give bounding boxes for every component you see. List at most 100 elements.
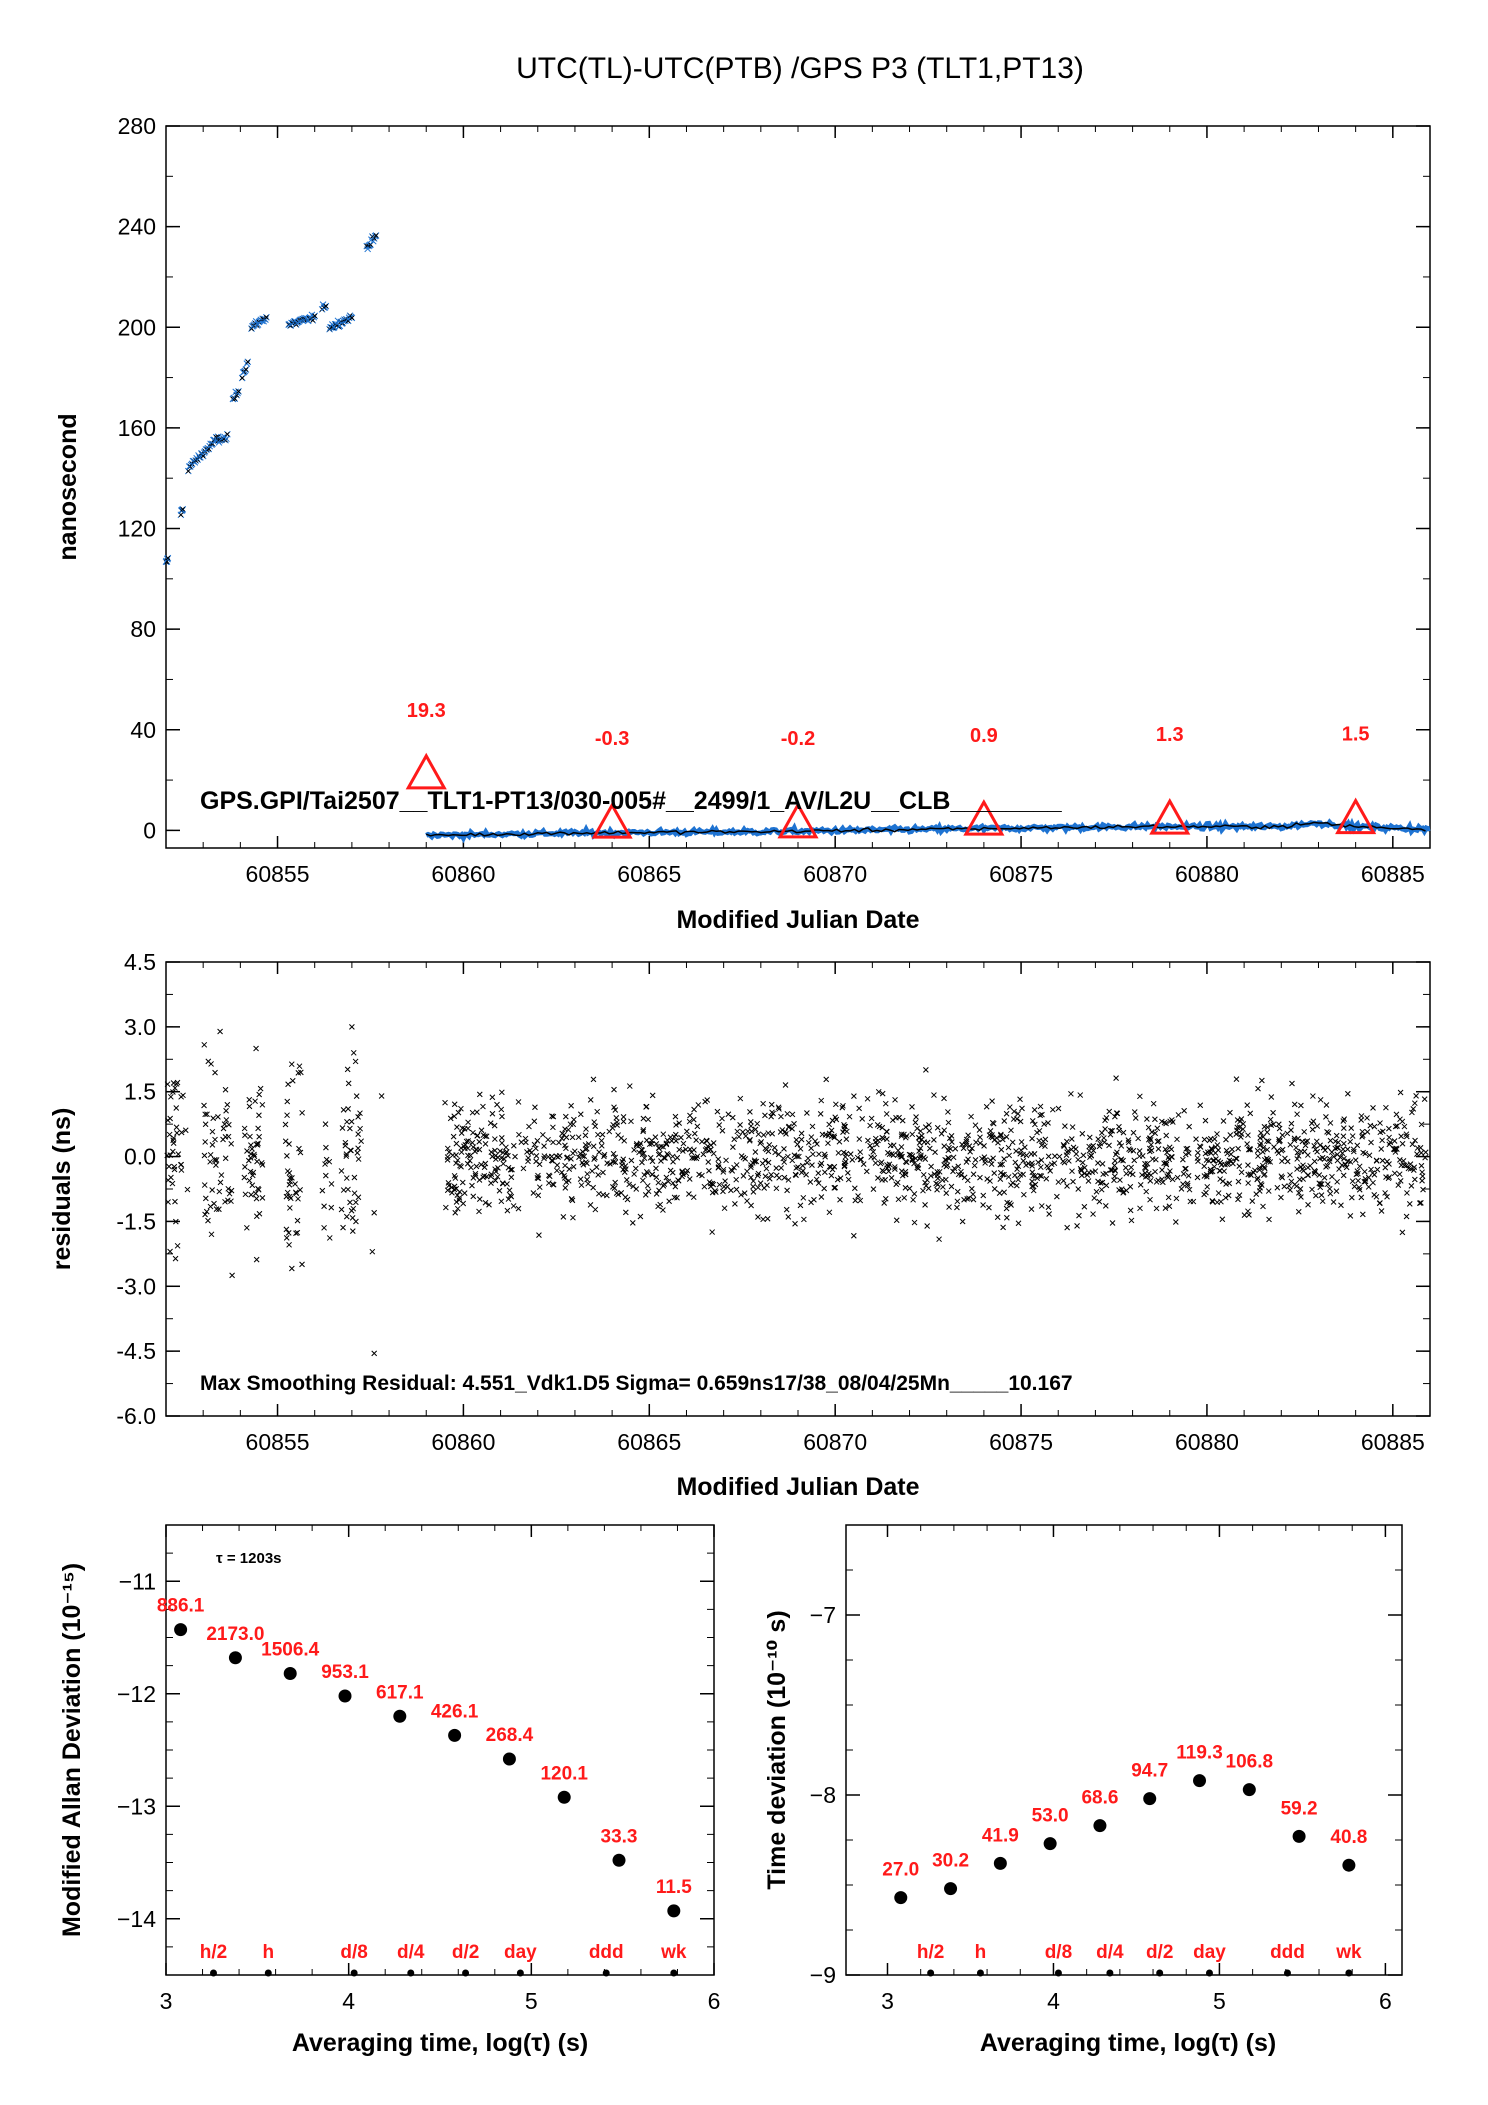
- residual-point: [639, 1159, 645, 1166]
- residual-point: [1020, 1158, 1027, 1164]
- residual-point: [213, 1206, 220, 1213]
- residual-point: [754, 1120, 761, 1127]
- residual-point: [1203, 1171, 1210, 1178]
- residual-point: [1291, 1101, 1298, 1108]
- residual-point: [481, 1164, 488, 1171]
- residual-point: [473, 1163, 480, 1170]
- residual-point: [584, 1176, 590, 1183]
- marker-label: 0.9: [970, 725, 998, 747]
- residual-point: [666, 1198, 673, 1205]
- residual-point: [1015, 1220, 1022, 1227]
- residual-point: [731, 1136, 738, 1143]
- residual-point: [1382, 1190, 1388, 1196]
- residual-point: [1327, 1190, 1334, 1197]
- residual-point: [910, 1196, 916, 1203]
- residual-point: [1365, 1184, 1372, 1190]
- residual-point: [1324, 1181, 1331, 1187]
- residual-point: [1146, 1135, 1153, 1142]
- residual-point: [1009, 1139, 1016, 1146]
- residual-point: [1245, 1162, 1251, 1168]
- residual-point: [549, 1113, 555, 1119]
- residual-point: [1295, 1208, 1302, 1215]
- residual-point: [832, 1101, 839, 1108]
- residual-point: [1080, 1152, 1087, 1159]
- residual-point: [920, 1187, 926, 1194]
- residual-point: [839, 1104, 846, 1111]
- residual-point: [1159, 1167, 1165, 1173]
- residual-point: [174, 1130, 180, 1136]
- residual-point: [587, 1202, 594, 1208]
- residual-point: [800, 1194, 807, 1201]
- residual-point: [926, 1127, 933, 1134]
- residual-point: [478, 1127, 485, 1134]
- residual-point: [1045, 1204, 1052, 1211]
- residual-point: [454, 1205, 461, 1212]
- residual-point: [870, 1186, 877, 1192]
- residual-point: [987, 1128, 994, 1134]
- residual-point: [1359, 1132, 1366, 1139]
- residual-point: [351, 1174, 358, 1181]
- residual-point: [1195, 1149, 1201, 1156]
- residual-point: [1142, 1170, 1149, 1176]
- residual-point: [766, 1142, 773, 1148]
- residual-point: [945, 1109, 951, 1115]
- residual-point: [1318, 1192, 1325, 1199]
- residual-point: [1028, 1206, 1035, 1212]
- residual-point: [1261, 1123, 1268, 1130]
- residual-point: [1264, 1129, 1271, 1136]
- residual-point: [1397, 1089, 1404, 1096]
- residual-point: [476, 1208, 482, 1215]
- residual-point: [243, 1224, 250, 1231]
- residual-point: [202, 1195, 209, 1202]
- smoothed-point: [312, 313, 318, 319]
- residual-point: [1132, 1115, 1139, 1121]
- residual-point: [1305, 1201, 1311, 1208]
- residual-point: [948, 1133, 955, 1139]
- residual-point: [673, 1122, 679, 1128]
- residual-point: [831, 1134, 838, 1141]
- residual-point: [649, 1092, 656, 1099]
- residual-point: [704, 1138, 710, 1144]
- reference-label: day: [504, 1942, 537, 1963]
- residual-point: [1217, 1176, 1224, 1182]
- y-tick-label: 1.5: [124, 1079, 156, 1105]
- residual-point: [469, 1182, 475, 1189]
- residual-point: [1418, 1199, 1424, 1206]
- residual-point: [297, 1149, 304, 1156]
- marker-label: 1.3: [1156, 724, 1184, 746]
- residual-point: [1008, 1127, 1014, 1134]
- residual-point: [1236, 1163, 1243, 1170]
- residual-point: [987, 1178, 993, 1184]
- residual-point: [1324, 1129, 1330, 1135]
- residual-point: [553, 1153, 560, 1159]
- residual-point: [1113, 1075, 1119, 1081]
- residual-point: [619, 1162, 625, 1168]
- measured-point: [345, 314, 353, 322]
- reference-label: h: [262, 1942, 274, 1963]
- y-tick-label: −11: [119, 1568, 156, 1594]
- residual-point: [750, 1178, 757, 1184]
- residual-point: [1276, 1137, 1283, 1144]
- residual-point: [854, 1154, 861, 1161]
- residual-point: [736, 1133, 742, 1140]
- residual-point: [1349, 1178, 1356, 1185]
- residual-point: [948, 1183, 955, 1190]
- residual-point: [798, 1136, 805, 1143]
- residual-point: [1078, 1172, 1085, 1179]
- residual-point: [885, 1163, 892, 1170]
- residual-point: [1174, 1174, 1181, 1181]
- residual-point: [926, 1145, 933, 1152]
- smoothed-point: [232, 396, 238, 401]
- residual-point: [1293, 1183, 1300, 1190]
- residual-point: [286, 1193, 293, 1200]
- marker-triangle: [777, 801, 819, 839]
- residual-point: [212, 1069, 218, 1076]
- residual-point: [1019, 1105, 1025, 1112]
- residual-point: [326, 1235, 333, 1241]
- residual-point: [1396, 1157, 1403, 1163]
- residual-point: [450, 1133, 457, 1140]
- residual-point: [826, 1130, 833, 1137]
- residual-point: [245, 1157, 252, 1164]
- residual-point: [1250, 1169, 1257, 1176]
- residual-point: [499, 1113, 505, 1120]
